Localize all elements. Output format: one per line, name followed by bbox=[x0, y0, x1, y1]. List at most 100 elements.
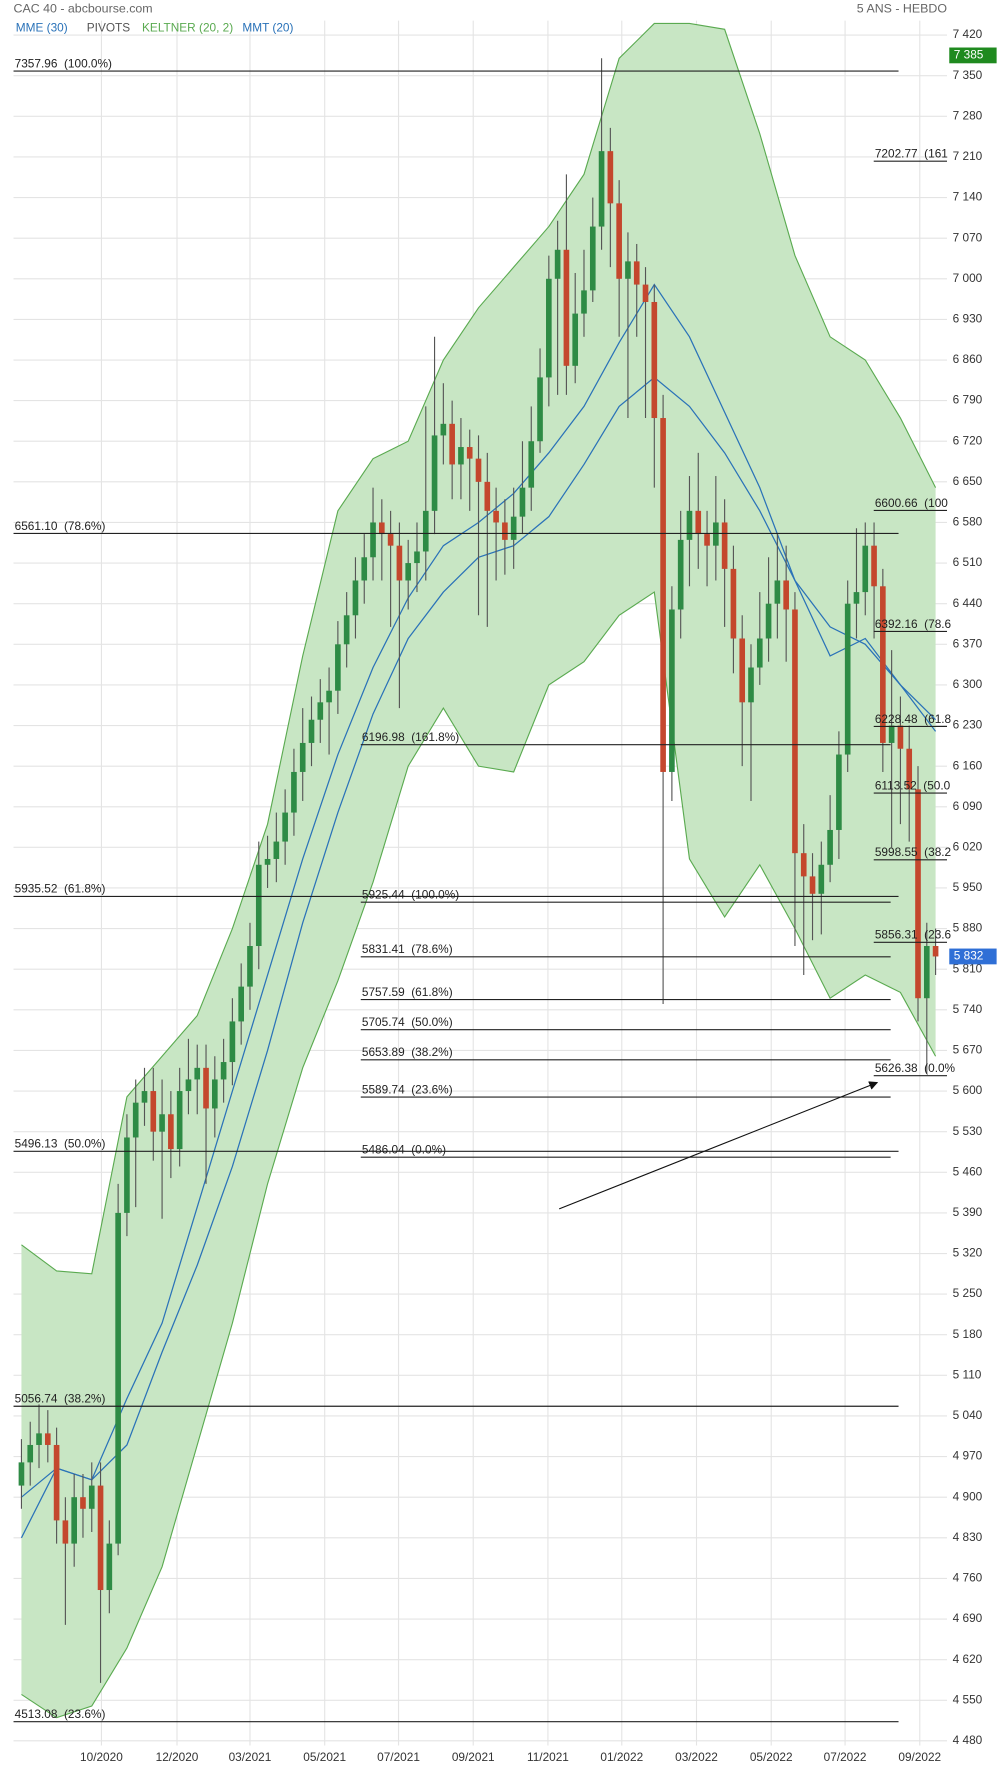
y-tick-label: 7 000 bbox=[953, 271, 983, 285]
x-tick-label: 03/2021 bbox=[229, 1750, 272, 1764]
candle-body bbox=[62, 1520, 69, 1544]
fib-label: 5998.55 (38.2 bbox=[875, 845, 951, 859]
candle-body bbox=[756, 638, 763, 668]
candle-body bbox=[203, 1067, 209, 1109]
candle-body bbox=[326, 690, 332, 703]
candle-body bbox=[554, 249, 561, 279]
y-tick-label: 6 790 bbox=[953, 393, 983, 407]
y-tick-label: 4 620 bbox=[953, 1652, 983, 1666]
fib-label: 5831.41 (78.6%) bbox=[362, 942, 453, 956]
candle-body bbox=[414, 551, 420, 564]
candle-body bbox=[282, 812, 288, 842]
y-tick-label: 5 110 bbox=[953, 1367, 982, 1381]
x-tick-label: 05/2022 bbox=[750, 1750, 793, 1764]
fib-label: 6392.16 (78.6 bbox=[875, 617, 952, 631]
candle-body bbox=[651, 301, 658, 419]
y-tick-label: 6 160 bbox=[953, 758, 983, 772]
candle-body bbox=[458, 447, 464, 465]
candle-body bbox=[581, 290, 587, 314]
candle-body bbox=[888, 725, 895, 743]
arrow bbox=[558, 1081, 879, 1210]
y-tick-label: 5 740 bbox=[953, 1002, 983, 1016]
candle-body bbox=[677, 539, 684, 610]
legend-item[interactable]: KELTNER (20, 2) bbox=[142, 21, 233, 35]
candle-body bbox=[211, 1079, 218, 1109]
candle-body bbox=[607, 151, 614, 204]
candle-body bbox=[176, 1091, 183, 1150]
y-tick-label: 4 830 bbox=[953, 1530, 983, 1544]
period: 5 ANS - HEBDO bbox=[857, 2, 948, 16]
axes: 4 480 4 550 4 620 4 690 4 760 4 830 4 900 4 970… bbox=[80, 27, 997, 1764]
candle-body bbox=[616, 203, 622, 279]
x-tick-label: 01/2022 bbox=[600, 1750, 643, 1764]
legend-item[interactable]: MMT (20) bbox=[242, 21, 293, 35]
fib-label: 5925.44 (100.0%) bbox=[362, 888, 459, 902]
fib-label: 6196.98 (161.8%) bbox=[362, 730, 459, 744]
candle-body bbox=[800, 853, 807, 877]
candle-body bbox=[660, 418, 666, 772]
candle-body bbox=[484, 481, 491, 511]
candle-body bbox=[493, 510, 499, 523]
y-tick-label: 6 860 bbox=[953, 352, 983, 366]
candle-body bbox=[194, 1067, 201, 1080]
y-tick-label: 6 930 bbox=[953, 312, 983, 326]
fib-label: 5653.89 (38.2%) bbox=[362, 1045, 453, 1059]
candle-body bbox=[440, 423, 447, 436]
candle-body bbox=[124, 1137, 130, 1213]
candle-body bbox=[53, 1444, 60, 1521]
candle-body bbox=[422, 510, 429, 552]
candle-body bbox=[765, 603, 772, 639]
candle-body bbox=[238, 986, 245, 1022]
legend: MME (30) PIVOTS KELTNER (20, 2) MMT (20) bbox=[16, 21, 294, 35]
y-tick-label: 6 230 bbox=[953, 718, 983, 732]
y-tick-label: 5 810 bbox=[953, 961, 983, 975]
candle-body bbox=[343, 615, 350, 645]
candle-body bbox=[598, 151, 605, 227]
candle-body bbox=[229, 1021, 236, 1063]
y-tick-label: 4 970 bbox=[953, 1449, 983, 1463]
y-tick-label: 5 320 bbox=[953, 1246, 983, 1260]
candle-body bbox=[572, 313, 579, 366]
price-marker bbox=[949, 47, 997, 64]
y-tick-label: 4 900 bbox=[953, 1489, 983, 1503]
x-tick-label: 03/2022 bbox=[675, 1750, 718, 1764]
y-tick-label: 5 880 bbox=[953, 921, 983, 935]
y-tick-label: 6 440 bbox=[953, 596, 983, 610]
y-tick-label: 7 350 bbox=[953, 68, 983, 82]
candle-body bbox=[370, 522, 376, 558]
candle-body bbox=[871, 545, 877, 587]
y-tick-label: 5 180 bbox=[953, 1327, 983, 1341]
fib-label: 6561.10 (78.6%) bbox=[15, 519, 106, 533]
fib-label: 6600.66 (100 bbox=[875, 496, 948, 510]
candle-body bbox=[827, 829, 833, 865]
candle-body bbox=[291, 771, 297, 813]
y-tick-label: 6 720 bbox=[953, 433, 983, 447]
candle-body bbox=[466, 447, 473, 459]
candle-body bbox=[431, 435, 438, 511]
legend-item[interactable]: PIVOTS bbox=[87, 21, 130, 35]
candle-body bbox=[361, 557, 368, 581]
x-tick-label: 10/2020 bbox=[80, 1750, 123, 1764]
candle-body bbox=[475, 458, 482, 482]
candle-body bbox=[132, 1102, 139, 1138]
candle-body bbox=[115, 1212, 121, 1544]
fib-label: 5056.74 (38.2%) bbox=[15, 1392, 106, 1406]
y-tick-label: 4 690 bbox=[953, 1611, 983, 1625]
price-marker-label: 7 385 bbox=[954, 48, 984, 62]
candle-body bbox=[528, 441, 535, 488]
candle-body bbox=[405, 563, 412, 581]
candle-body bbox=[510, 516, 517, 540]
fib-label: 5626.38 (0.0% bbox=[875, 1061, 956, 1075]
y-tick-label: 5 670 bbox=[953, 1043, 983, 1057]
candle-body bbox=[897, 725, 904, 749]
candle-body bbox=[818, 864, 825, 894]
candle-body bbox=[633, 261, 640, 285]
x-tick-label: 07/2021 bbox=[377, 1750, 420, 1764]
candle-body bbox=[748, 667, 754, 703]
candle-body bbox=[519, 487, 526, 517]
candle-body bbox=[141, 1091, 148, 1103]
fib-label: 7202.77 (161 bbox=[875, 146, 948, 160]
legend-item[interactable]: MME (30) bbox=[16, 21, 68, 35]
price-marker bbox=[949, 948, 997, 965]
